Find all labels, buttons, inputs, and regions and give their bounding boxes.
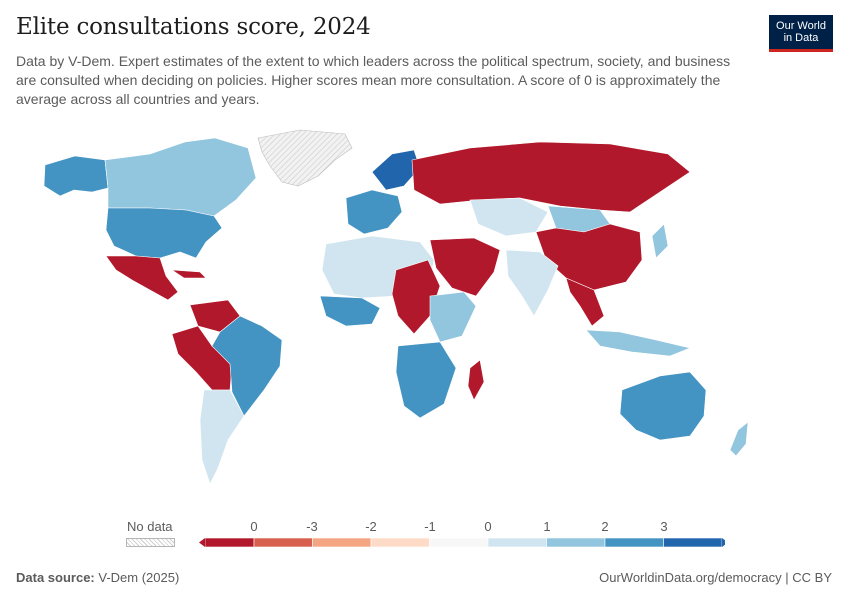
region-canada[interactable] xyxy=(104,137,257,217)
region-cuba[interactable] xyxy=(170,269,207,279)
region-middle-east[interactable] xyxy=(429,237,501,297)
legend-tick: 0 xyxy=(250,519,258,534)
region-kazakhstan[interactable] xyxy=(469,197,549,237)
logo-line-2: in Data xyxy=(783,32,819,44)
region-east-africa[interactable] xyxy=(429,291,477,343)
region-brazil[interactable] xyxy=(211,315,283,417)
region-china[interactable] xyxy=(535,223,643,291)
region-new-zealand[interactable] xyxy=(729,421,749,457)
world-map[interactable] xyxy=(0,120,850,520)
region-greenland[interactable] xyxy=(257,129,353,187)
legend-bin[interactable] xyxy=(663,537,723,548)
legend-tick: -3 xyxy=(306,519,318,534)
legend-right-arrow xyxy=(722,538,725,547)
legend-tick: -1 xyxy=(424,519,436,534)
region-southeast-asia[interactable] xyxy=(565,277,605,327)
legend-bin[interactable] xyxy=(253,537,313,548)
region-southern-africa[interactable] xyxy=(395,341,457,419)
logo-line-1: Our World xyxy=(776,20,826,32)
source-footer: Data source: V-Dem (2025) xyxy=(16,570,179,585)
region-central-africa[interactable] xyxy=(391,259,441,335)
owid-logo[interactable]: Our World in Data xyxy=(769,15,833,52)
legend-bin[interactable] xyxy=(312,537,372,548)
region-west-africa[interactable] xyxy=(319,295,381,327)
legend-bin[interactable] xyxy=(546,537,606,548)
region-alaska[interactable] xyxy=(43,155,109,197)
legend-bin[interactable] xyxy=(204,537,255,548)
url-footer[interactable]: OurWorldinData.org/democracy | CC BY xyxy=(599,570,832,585)
region-argentina[interactable] xyxy=(199,389,245,485)
legend-bin[interactable] xyxy=(429,537,489,548)
legend-bin[interactable] xyxy=(487,537,547,548)
source-label: Data source: xyxy=(16,570,95,585)
legend-left-arrow xyxy=(199,538,205,547)
region-mexico[interactable] xyxy=(105,255,179,301)
region-madagascar[interactable] xyxy=(467,359,485,401)
source-value[interactable]: V-Dem (2025) xyxy=(98,570,180,585)
region-usa[interactable] xyxy=(105,207,223,259)
region-western-europe[interactable] xyxy=(345,189,403,235)
legend-tick: 0 xyxy=(484,519,492,534)
region-indonesia[interactable] xyxy=(585,329,691,357)
chart-subtitle: Data by V-Dem. Expert estimates of the e… xyxy=(16,53,731,107)
region-australia[interactable] xyxy=(619,371,707,441)
region-india[interactable] xyxy=(505,249,559,317)
legend-tick: -2 xyxy=(365,519,377,534)
legend-color-scale[interactable] xyxy=(195,536,725,550)
legend-no-data-label: No data xyxy=(127,519,173,534)
legend-bin[interactable] xyxy=(604,537,664,548)
chart-title: Elite consultations score, 2024 xyxy=(16,14,371,40)
region-japan[interactable] xyxy=(651,223,669,259)
legend-tick: 3 xyxy=(660,519,668,534)
legend-no-data-swatch xyxy=(126,538,175,547)
legend-tick: 2 xyxy=(601,519,609,534)
legend-bin[interactable] xyxy=(370,537,430,548)
region-russia[interactable] xyxy=(411,141,691,213)
legend-tick: 1 xyxy=(543,519,551,534)
